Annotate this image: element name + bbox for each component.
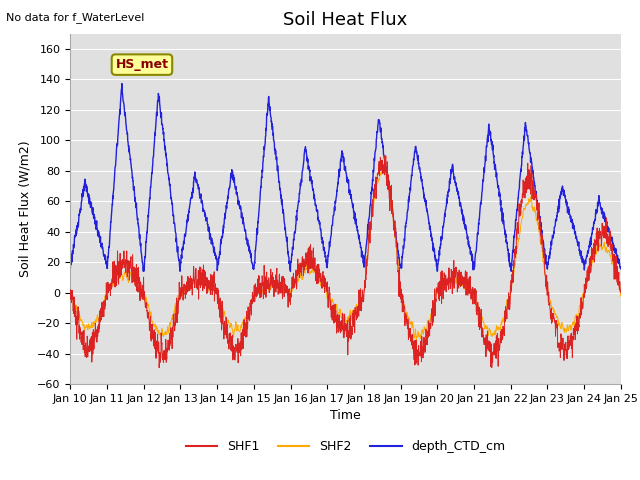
Legend: SHF1, SHF2, depth_CTD_cm: SHF1, SHF2, depth_CTD_cm xyxy=(180,435,511,458)
Y-axis label: Soil Heat Flux (W/m2): Soil Heat Flux (W/m2) xyxy=(19,141,31,277)
Text: HS_met: HS_met xyxy=(115,58,168,71)
Text: No data for f_WaterLevel: No data for f_WaterLevel xyxy=(6,12,145,23)
Title: Soil Heat Flux: Soil Heat Flux xyxy=(284,11,408,29)
X-axis label: Time: Time xyxy=(330,409,361,422)
